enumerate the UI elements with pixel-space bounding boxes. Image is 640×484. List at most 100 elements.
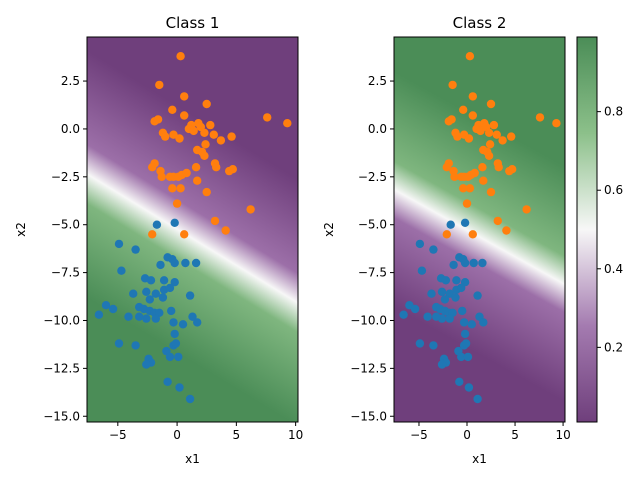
- probability-background: [394, 37, 565, 422]
- orange-point: [453, 132, 462, 141]
- blue-point: [464, 383, 474, 392]
- orange-point: [447, 115, 456, 124]
- blue-point: [170, 218, 179, 227]
- orange-point: [182, 168, 191, 178]
- orange-point: [189, 126, 198, 136]
- orange-point: [176, 184, 185, 193]
- y-tick-label: −15.0: [43, 409, 80, 423]
- orange-point: [210, 216, 220, 226]
- blue-point: [455, 377, 464, 386]
- orange-point: [479, 145, 488, 155]
- orange-point: [494, 163, 503, 172]
- orange-point: [216, 136, 226, 145]
- blue-point: [193, 318, 202, 327]
- blue-point: [135, 312, 144, 321]
- probability-background: [87, 37, 298, 422]
- y-axis-label: x2: [14, 222, 28, 237]
- blue-point: [479, 318, 488, 327]
- blue-point: [170, 278, 179, 287]
- colorbar-tick-label: 0.4: [604, 262, 623, 276]
- blue-point: [167, 306, 176, 316]
- blue-point: [174, 352, 183, 362]
- blue-point: [460, 218, 470, 227]
- blue-point: [145, 295, 154, 304]
- blue-point: [170, 329, 179, 339]
- orange-point: [263, 113, 272, 122]
- orange-point: [459, 184, 468, 193]
- y-tick-label: −5.0: [358, 218, 387, 232]
- y-tick-label: −2.5: [358, 170, 387, 184]
- blue-point: [440, 295, 450, 304]
- y-tick-label: −10.0: [350, 313, 387, 327]
- orange-point: [508, 165, 517, 174]
- y-tick-label: −7.5: [358, 266, 387, 280]
- orange-point: [200, 128, 209, 137]
- orange-point: [464, 134, 474, 143]
- colorbar-tick-label: 0.2: [604, 340, 623, 354]
- blue-point: [473, 291, 482, 300]
- orange-point: [148, 163, 157, 172]
- blue-point: [117, 266, 126, 275]
- orange-point: [176, 52, 185, 61]
- orange-point: [202, 187, 211, 197]
- blue-point: [457, 352, 466, 362]
- blue-point: [131, 245, 140, 254]
- orange-point: [486, 187, 496, 197]
- orange-point: [462, 199, 472, 208]
- blue-point: [437, 287, 447, 296]
- y-ticks: 2.5 0.0 −2.5 −5.0 −7.5 −10.0 −12.5 −15.0: [43, 74, 87, 423]
- blue-point: [473, 394, 482, 404]
- orange-point: [470, 168, 479, 178]
- axes-frame: [393, 36, 566, 423]
- blue-point: [460, 258, 470, 268]
- orange-point: [169, 130, 178, 139]
- x-tick-label: −5: [109, 428, 127, 442]
- blue-point: [446, 220, 455, 229]
- y-tick-label: −7.5: [51, 266, 80, 280]
- blue-point: [469, 258, 478, 268]
- blue-point: [165, 283, 175, 293]
- orange-point: [200, 151, 209, 160]
- plot-area: [393, 36, 566, 423]
- chart-title: Class 1: [166, 14, 220, 32]
- blue-point: [437, 360, 447, 369]
- blue-point: [151, 314, 160, 323]
- orange-point: [161, 132, 170, 141]
- blue-point: [165, 352, 175, 362]
- y-tick-label: −12.5: [43, 361, 80, 375]
- orange-point: [193, 145, 202, 155]
- orange-point: [484, 128, 494, 137]
- orange-point: [535, 113, 545, 122]
- blue-point: [181, 258, 190, 268]
- orange-point: [180, 230, 189, 239]
- orange-point: [442, 230, 451, 239]
- blue-point: [457, 283, 466, 293]
- blue-point: [101, 301, 111, 310]
- y-tick-label: −10.0: [43, 313, 80, 327]
- colorbar: 0.2 0.4 0.6 0.8: [576, 36, 623, 423]
- colorbar-gradient: [577, 37, 597, 422]
- x-tick-label: 10: [288, 428, 303, 442]
- orange-point: [442, 163, 451, 172]
- orange-point: [212, 163, 221, 172]
- orange-point: [448, 80, 457, 90]
- blue-point: [410, 304, 420, 314]
- orange-point: [148, 230, 157, 239]
- blue-point: [169, 318, 178, 327]
- blue-point: [460, 329, 470, 339]
- blue-point: [152, 220, 162, 229]
- orange-point: [486, 99, 496, 109]
- blue-point: [185, 291, 195, 300]
- blue-point: [478, 258, 487, 268]
- orange-point: [507, 132, 516, 141]
- x-tick-label: 5: [511, 428, 519, 442]
- blue-point: [94, 310, 104, 319]
- orange-point: [172, 199, 182, 208]
- orange-point: [468, 92, 477, 101]
- panel-class-2: Class 2 −5 0 5 10 2.5 0.0 −2.5 −5.0 −7.5 −10.0 −1…: [322, 14, 571, 466]
- orange-point: [465, 52, 475, 61]
- blue-point: [171, 339, 181, 348]
- y-tick-label: 0.0: [368, 122, 387, 136]
- orange-point: [246, 205, 255, 214]
- orange-point: [552, 119, 561, 128]
